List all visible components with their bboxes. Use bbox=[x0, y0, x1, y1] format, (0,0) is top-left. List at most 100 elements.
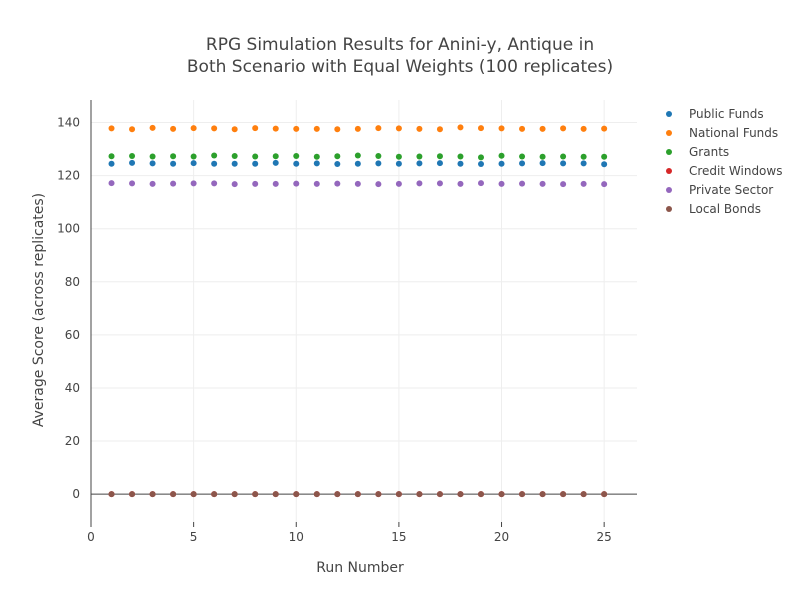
data-point bbox=[601, 161, 608, 168]
data-point bbox=[170, 160, 177, 167]
data-point bbox=[129, 153, 136, 160]
series-1 bbox=[108, 124, 608, 133]
data-point bbox=[601, 153, 608, 160]
data-point bbox=[416, 125, 423, 132]
data-point bbox=[231, 160, 238, 167]
data-point bbox=[498, 491, 505, 498]
data-point bbox=[293, 125, 300, 132]
y-tick-label: 0 bbox=[72, 487, 80, 501]
data-point bbox=[436, 126, 443, 133]
data-point bbox=[293, 180, 300, 187]
data-point bbox=[375, 160, 382, 167]
legend-label: Local Bonds bbox=[689, 202, 761, 216]
data-point bbox=[416, 160, 423, 167]
data-point bbox=[129, 180, 136, 187]
data-point bbox=[539, 491, 546, 498]
data-point bbox=[170, 491, 177, 498]
data-point bbox=[190, 160, 197, 167]
legend-marker bbox=[666, 149, 672, 155]
data-point bbox=[211, 160, 218, 167]
y-tick-label: 100 bbox=[57, 222, 80, 236]
data-point bbox=[293, 160, 300, 167]
data-point bbox=[170, 153, 177, 160]
series-4 bbox=[108, 180, 608, 188]
data-point bbox=[436, 180, 443, 187]
data-point bbox=[211, 180, 218, 187]
x-tick-label: 5 bbox=[190, 530, 198, 544]
data-point bbox=[560, 153, 567, 160]
data-point bbox=[149, 491, 156, 498]
series-2 bbox=[108, 152, 608, 161]
axes bbox=[90, 100, 637, 527]
data-point bbox=[416, 180, 423, 187]
legend-item[interactable]: National Funds bbox=[666, 126, 778, 140]
y-tick-label: 80 bbox=[65, 275, 80, 289]
series-5 bbox=[108, 491, 608, 498]
data-point bbox=[334, 153, 341, 160]
x-tick-label: 10 bbox=[289, 530, 304, 544]
data-point bbox=[211, 152, 218, 159]
data-point bbox=[149, 153, 156, 160]
data-point bbox=[108, 491, 115, 498]
data-point bbox=[170, 125, 177, 132]
tick-labels: 0 5 10 15 20 25 0 20 40 60 80 100 120 140 bbox=[57, 116, 612, 544]
data-point bbox=[190, 491, 197, 498]
data-point bbox=[457, 180, 464, 187]
data-point bbox=[354, 152, 361, 159]
data-point bbox=[436, 491, 443, 498]
data-point bbox=[252, 180, 259, 187]
data-point bbox=[211, 491, 218, 498]
data-point bbox=[519, 153, 526, 160]
data-point bbox=[149, 124, 156, 131]
data-point bbox=[436, 153, 443, 160]
data-point bbox=[580, 125, 587, 132]
x-tick-label: 15 bbox=[391, 530, 406, 544]
legend-label: Credit Windows bbox=[689, 164, 782, 178]
data-point bbox=[149, 180, 156, 187]
data-point bbox=[149, 160, 156, 167]
legend-item[interactable]: Private Sector bbox=[666, 183, 773, 197]
x-tick-label: 0 bbox=[87, 530, 95, 544]
data-point bbox=[108, 180, 115, 187]
data-point bbox=[293, 153, 300, 160]
legend-marker bbox=[666, 130, 672, 136]
data-point bbox=[313, 180, 320, 187]
data-point bbox=[498, 160, 505, 167]
data-point bbox=[478, 160, 484, 167]
legend-item[interactable]: Public Funds bbox=[666, 107, 764, 121]
data-point bbox=[416, 153, 423, 160]
data-point bbox=[478, 125, 484, 132]
data-point bbox=[539, 125, 546, 132]
data-point bbox=[601, 491, 608, 498]
x-tick-label: 20 bbox=[494, 530, 509, 544]
legend-item[interactable]: Local Bonds bbox=[666, 202, 761, 216]
data-point bbox=[293, 491, 300, 498]
legend-marker bbox=[666, 168, 672, 174]
data-point bbox=[313, 153, 320, 160]
legend-item[interactable]: Credit Windows bbox=[666, 164, 782, 178]
legend-item[interactable]: Grants bbox=[666, 145, 729, 159]
data-point bbox=[395, 160, 402, 167]
data-point bbox=[560, 181, 567, 188]
data-point bbox=[313, 491, 320, 498]
data-point bbox=[190, 153, 197, 160]
data-point bbox=[375, 153, 382, 160]
data-point bbox=[334, 491, 341, 498]
data-point bbox=[354, 180, 361, 187]
data-point bbox=[519, 160, 526, 167]
y-tick-label: 60 bbox=[65, 328, 80, 342]
legend-label: National Funds bbox=[689, 126, 778, 140]
legend-marker bbox=[666, 187, 672, 193]
data-point bbox=[601, 125, 608, 132]
data-point bbox=[272, 491, 279, 498]
legend[interactable]: Public Funds National Funds Grants Credit W… bbox=[666, 107, 782, 216]
data-point bbox=[272, 180, 279, 187]
data-point bbox=[231, 491, 238, 498]
data-point bbox=[190, 125, 197, 132]
data-point bbox=[108, 160, 115, 167]
data-point bbox=[375, 125, 382, 132]
data-point bbox=[457, 491, 464, 498]
data-point bbox=[129, 159, 136, 166]
data-point bbox=[498, 125, 505, 132]
